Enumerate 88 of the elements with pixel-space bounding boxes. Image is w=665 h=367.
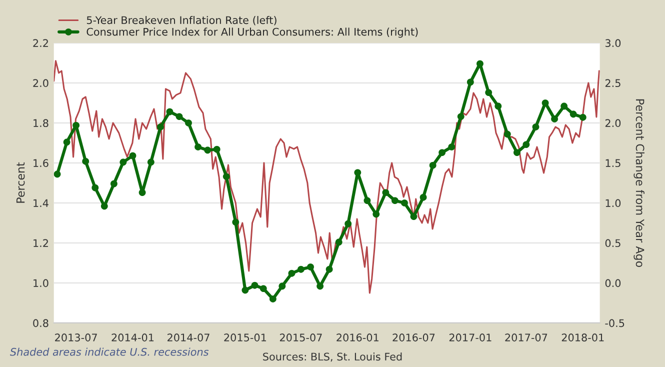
y2-tick-label: 0.0 — [605, 279, 621, 288]
point — [448, 143, 456, 150]
y2-axis-title: Percent Change from Year Ago — [634, 99, 644, 267]
point — [204, 146, 212, 154]
legend-label: Consumer Price Index for All Urban Consumers: All Items (right) — [86, 28, 418, 38]
y2-tick-label: 2.5 — [605, 79, 620, 88]
point — [457, 113, 464, 120]
point — [316, 282, 324, 290]
y2-tick-label: 2.0 — [605, 119, 621, 128]
point — [307, 263, 314, 270]
point — [410, 213, 418, 220]
point — [72, 122, 80, 129]
y2-tick-label: -0.5 — [605, 319, 624, 328]
point — [138, 189, 146, 196]
source-note: Sources: BLS, St. Louis Fed — [263, 352, 402, 362]
point — [166, 108, 174, 116]
point — [242, 286, 249, 294]
point — [504, 130, 511, 138]
point — [570, 110, 577, 118]
point — [297, 266, 304, 273]
point — [82, 158, 90, 165]
y-tick-label: 1.8 — [34, 119, 48, 128]
x-tick-label: 2015-07 — [280, 334, 322, 342]
point — [222, 173, 230, 180]
point — [278, 282, 286, 290]
point — [364, 197, 371, 204]
point — [326, 266, 333, 273]
point — [560, 102, 568, 110]
point — [532, 123, 540, 130]
point — [485, 89, 492, 96]
point — [344, 220, 352, 228]
y2-tick-label: 1.5 — [606, 159, 620, 168]
point — [542, 99, 549, 106]
x-tick-label: 2016-07 — [392, 334, 435, 342]
point — [54, 170, 61, 178]
point — [494, 102, 502, 110]
point — [382, 189, 390, 196]
point — [522, 141, 530, 148]
point — [63, 138, 70, 146]
y-tick-label: 1.6 — [34, 159, 48, 168]
y-tick-label: 2.2 — [33, 39, 48, 47]
point — [176, 113, 183, 120]
x-tick-label: 2014-01 — [112, 334, 154, 342]
text: Shaded areas indicate U.S. recessions — [10, 348, 209, 356]
y-tick-label: 0.8 — [33, 319, 48, 328]
point — [579, 114, 586, 121]
legend-label: 5-Year Breakeven Inflation Rate (left) — [86, 16, 276, 26]
point — [92, 184, 99, 192]
x-tick-label: 2013-07 — [55, 334, 97, 342]
point — [513, 149, 520, 156]
y2-tick-label: 0.5 — [605, 239, 620, 248]
point — [251, 282, 258, 289]
y-tick-label: 1.4 — [34, 199, 48, 207]
point — [232, 218, 240, 226]
point — [110, 180, 118, 188]
point — [288, 270, 296, 277]
point — [476, 60, 484, 68]
y2-tick-label: 1.0 — [606, 199, 621, 208]
point — [372, 210, 380, 218]
point — [213, 146, 220, 153]
y-tick-label: 2.0 — [33, 79, 48, 88]
point — [420, 194, 427, 201]
x-tick-label: 2014-07 — [168, 334, 210, 342]
point — [260, 285, 267, 292]
point — [391, 197, 398, 204]
point — [438, 149, 446, 156]
y-axis-title: Percent — [16, 162, 25, 203]
y-tick-label: 1.2 — [34, 239, 48, 247]
point — [147, 158, 154, 166]
point — [466, 78, 474, 86]
point — [401, 199, 408, 206]
point — [269, 295, 276, 302]
x-tick-label: 2017-07 — [505, 334, 548, 342]
y-tick-label: 1.0 — [34, 279, 48, 288]
point — [185, 119, 192, 126]
point — [129, 152, 136, 160]
x-tick-label: 2016-01 — [336, 334, 378, 342]
point — [120, 158, 127, 166]
point — [156, 123, 164, 130]
point — [335, 238, 342, 246]
point — [194, 143, 202, 150]
x-tick-label: 2015-01 — [224, 334, 266, 342]
y2-tick-label: 3.0 — [605, 39, 621, 48]
x-tick-label: 2017-01 — [449, 334, 492, 342]
x-tick-label: 2018-01 — [562, 334, 604, 342]
point — [354, 169, 362, 176]
point — [429, 162, 436, 169]
point — [551, 115, 558, 122]
